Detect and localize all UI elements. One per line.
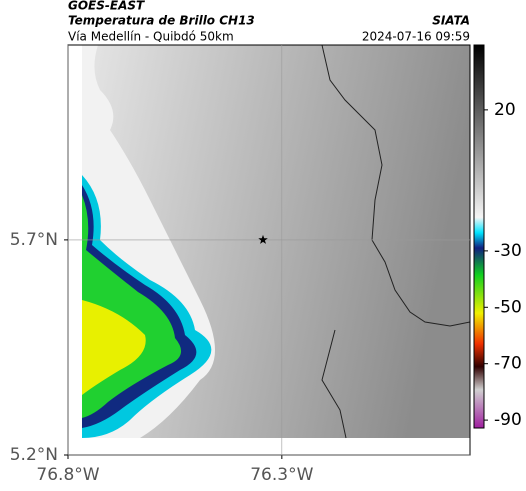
y-tick-label: 5.7°N [10,230,58,250]
colorbar [473,44,485,429]
location-marker [258,234,268,244]
colorbar-tick-label: -70 [494,354,522,374]
y-tick-label: 5.2°N [10,445,58,465]
timestamp: 2024-07-16 09:59 [362,30,470,44]
satellite: GOES-EAST [68,0,145,13]
x-tick-label: 76.3°W [250,465,313,485]
imagery [68,45,470,455]
colorbar-tick-label: 20 [494,100,516,120]
source: SIATA [432,14,470,28]
x-tick-label: 76.8°W [36,465,99,485]
colorbar-tick-label: -30 [494,241,522,261]
colorbar-tick-label: -50 [494,297,522,317]
subtitle: Vía Medellín - Quibdó 50km [68,30,234,44]
title: Temperatura de Brillo CH13 [68,14,255,28]
colorbar-tick-label: -90 [494,410,522,430]
